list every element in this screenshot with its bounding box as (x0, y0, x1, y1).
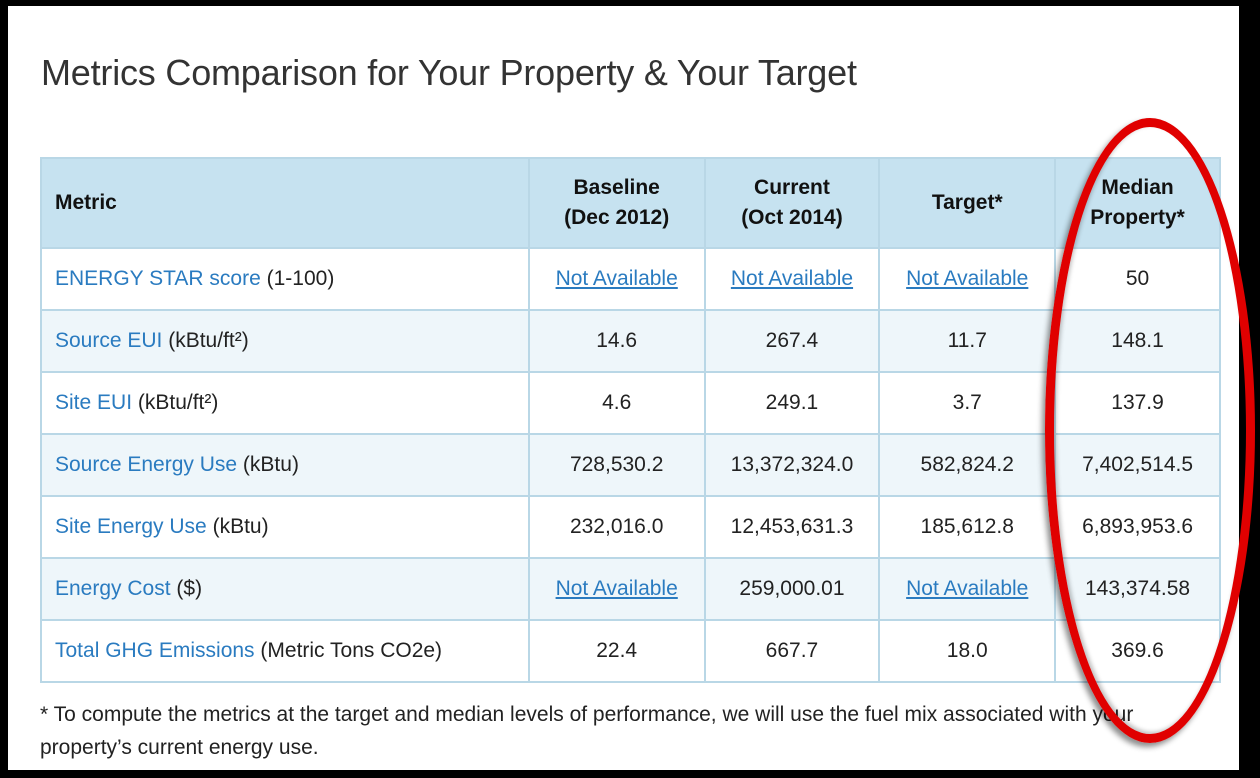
baseline-cell: Not Available (527, 557, 706, 621)
current-cell: 12,453,631.3 (703, 495, 881, 559)
median-cell: 7,402,514.5 (1054, 433, 1221, 497)
baseline-cell: 728,530.2 (527, 433, 706, 497)
metric-unit: ($) (170, 577, 203, 600)
baseline-cell: 14.6 (527, 309, 706, 373)
median-cell: 137.9 (1054, 371, 1221, 435)
table-row: Source EUI (kBtu/ft²) 14.6 267.4 11.7 14… (40, 309, 1221, 373)
header-median: Median Property* (1054, 157, 1221, 249)
target-cell: 582,824.2 (878, 433, 1057, 497)
footnote: * To compute the metrics at the target a… (40, 703, 1134, 759)
baseline-cell: 22.4 (527, 619, 706, 683)
not-available-link[interactable]: Not Available (730, 267, 854, 290)
metric-cell: Site Energy Use (kBtu) (40, 495, 530, 559)
metric-link-site-energy-use[interactable]: Site Energy Use (55, 515, 207, 538)
metric-link-source-energy-use[interactable]: Source Energy Use (55, 453, 238, 476)
metric-link-energy-cost[interactable]: Energy Cost (55, 577, 171, 600)
metric-cell: Site EUI (kBtu/ft²) (40, 371, 530, 435)
current-cell: 259,000.01 (703, 557, 881, 621)
target-cell: Not Available (878, 247, 1057, 311)
metric-cell: Total GHG Emissions (Metric Tons CO2e) (40, 619, 530, 683)
table-row: ENERGY STAR score (1-100) Not Available … (40, 247, 1221, 311)
metrics-comparison-table: Metric Baseline (Dec 2012) Current (Oct 20… (40, 157, 1221, 683)
current-cell: 249.1 (703, 371, 881, 435)
header-current: Current (Oct 2014) (703, 157, 881, 249)
metric-unit: (1-100) (260, 267, 335, 290)
metric-unit: (kBtu) (206, 515, 269, 538)
median-cell: 143,374.58 (1054, 557, 1221, 621)
median-cell: 369.6 (1054, 619, 1221, 683)
table-row: Energy Cost ($) Not Available 259,000.01… (40, 557, 1221, 621)
table-row: Total GHG Emissions (Metric Tons CO2e) 2… (40, 619, 1221, 683)
metric-link-site-eui[interactable]: Site EUI (55, 391, 133, 414)
median-cell: 6,893,953.6 (1054, 495, 1221, 559)
header-target: Target* (878, 157, 1057, 249)
baseline-cell: 232,016.0 (527, 495, 706, 559)
not-available-link[interactable]: Not Available (555, 577, 678, 600)
current-cell: 13,372,324.0 (703, 433, 881, 497)
metric-link-total-ghg-emissions[interactable]: Total GHG Emissions (55, 639, 255, 662)
metric-unit: (Metric Tons CO2e) (254, 639, 443, 662)
metric-link-source-eui[interactable]: Source EUI (55, 329, 163, 352)
current-cell: Not Available (703, 247, 881, 311)
metric-cell: Energy Cost ($) (40, 557, 530, 621)
baseline-cell: 4.6 (527, 371, 706, 435)
baseline-cell: Not Available (527, 247, 706, 311)
metric-cell: Source EUI (kBtu/ft²) (40, 309, 530, 373)
metric-unit: (kBtu) (237, 453, 299, 476)
metric-link-energy-star-score[interactable]: ENERGY STAR score (55, 267, 261, 290)
header-metric: Metric (40, 157, 530, 249)
not-available-link[interactable]: Not Available (555, 267, 678, 290)
page-title: Metrics Comparison for Your Property & Y… (41, 52, 857, 93)
target-cell: 185,612.8 (878, 495, 1057, 559)
median-cell: 148.1 (1054, 309, 1221, 373)
current-cell: 267.4 (703, 309, 881, 373)
not-available-link[interactable]: Not Available (906, 267, 1029, 290)
metric-cell: Source Energy Use (kBtu) (40, 433, 530, 497)
metric-unit: (kBtu/ft²) (162, 329, 249, 352)
header-baseline: Baseline (Dec 2012) (527, 157, 706, 249)
table-row: Site EUI (kBtu/ft²) 4.6 249.1 3.7 137.9 (40, 371, 1221, 435)
table-row: Source Energy Use (kBtu) 728,530.2 13,37… (40, 433, 1221, 497)
target-cell: Not Available (878, 557, 1057, 621)
target-cell: 3.7 (878, 371, 1057, 435)
table-header-row: Metric Baseline (Dec 2012) Current (Oct 20… (40, 157, 1221, 249)
table-row: Site Energy Use (kBtu) 232,016.0 12,453,… (40, 495, 1221, 559)
target-cell: 18.0 (878, 619, 1057, 683)
median-cell: 50 (1054, 247, 1221, 311)
current-cell: 667.7 (703, 619, 881, 683)
not-available-link[interactable]: Not Available (906, 577, 1029, 600)
metric-unit: (kBtu/ft²) (132, 391, 219, 414)
target-cell: 11.7 (878, 309, 1057, 373)
metric-cell: ENERGY STAR score (1-100) (40, 247, 530, 311)
